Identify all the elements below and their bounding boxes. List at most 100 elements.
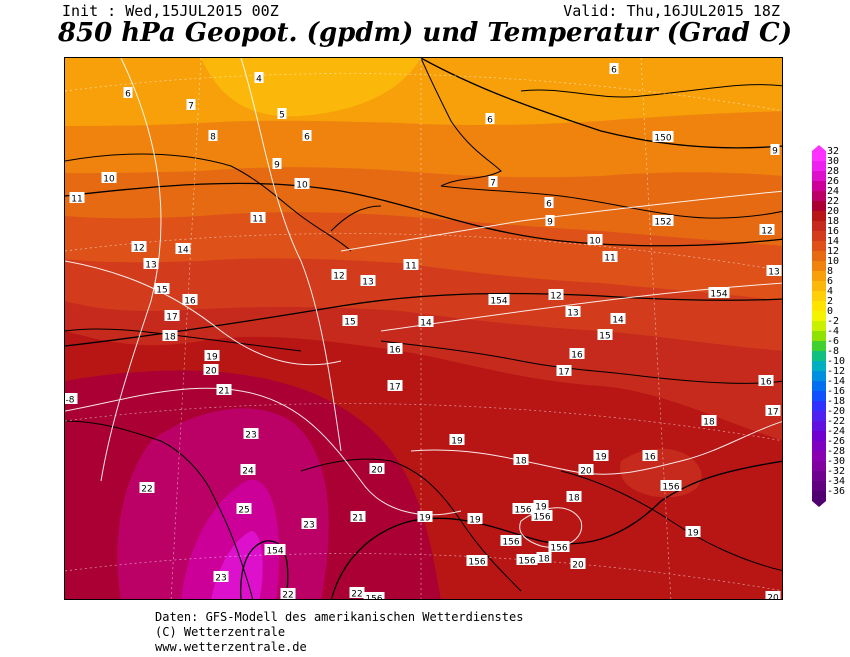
temperature-label-bg xyxy=(186,99,196,110)
legend-swatch xyxy=(812,391,826,401)
temperature-label: 18 xyxy=(703,418,715,428)
legend-label: 26 xyxy=(827,176,840,187)
temperature-label: 22 xyxy=(282,591,293,601)
legend-label: -6 xyxy=(827,336,840,347)
legend-label: 10 xyxy=(827,256,840,267)
valid-time: Valid: Thu,16JUL2015 18Z xyxy=(563,2,780,20)
legend-swatch xyxy=(812,261,826,271)
temperature-label-bg xyxy=(765,591,781,599)
geopotential-label: 156 xyxy=(502,538,519,548)
legend-swatch xyxy=(812,301,826,311)
temperature-label: 6 xyxy=(611,66,617,76)
geopotential-label-bg xyxy=(660,480,682,491)
temperature-label: 19 xyxy=(687,529,699,539)
legend-swatch xyxy=(812,211,826,221)
legend-swatch xyxy=(812,151,826,161)
legend-label: 22 xyxy=(827,196,840,207)
temperature-label: 14 xyxy=(177,246,189,256)
temperature-label-bg xyxy=(533,500,549,511)
legend-swatch xyxy=(812,311,826,321)
temperature-label: 19 xyxy=(419,514,431,524)
temperature-label-bg xyxy=(513,454,529,465)
legend-label: -24 xyxy=(827,426,846,437)
temperature-label: 6 xyxy=(546,200,552,210)
temperature-label-bg xyxy=(544,197,554,208)
legend-swatch xyxy=(812,231,826,241)
temperature-label: 19 xyxy=(451,437,463,447)
legend-label: 0 xyxy=(827,306,834,317)
temperature-label: 20 xyxy=(205,367,217,377)
legend-swatch xyxy=(812,451,826,461)
legend-label: 24 xyxy=(827,186,840,197)
temperature-label-bg xyxy=(277,108,287,119)
legend-label: -2 xyxy=(827,316,840,327)
legend-label: -12 xyxy=(827,366,846,377)
temperature-label: 22 xyxy=(141,485,152,495)
temperature-label-bg xyxy=(301,518,317,529)
temperature-label-bg xyxy=(294,178,310,189)
legend-label: 4 xyxy=(827,286,834,297)
temperature-label: 19 xyxy=(535,503,547,513)
temperature-label-bg xyxy=(254,72,264,83)
temperature-label-bg xyxy=(602,251,618,262)
temperature-label: 19 xyxy=(206,353,218,363)
legend-colorbar xyxy=(812,145,826,507)
legend-label: 18 xyxy=(827,216,840,227)
temperature-label: 10 xyxy=(296,181,308,191)
temperature-label: 16 xyxy=(571,351,583,361)
legend-label: 2 xyxy=(827,296,834,307)
legend-label: -28 xyxy=(827,446,846,457)
temperature-label: 6 xyxy=(125,90,131,100)
temperature-label-bg xyxy=(240,464,256,475)
legend-label: -34 xyxy=(827,476,846,487)
legend-swatch xyxy=(812,401,826,411)
temperature-label: 7 xyxy=(490,179,496,189)
legend-swatch xyxy=(812,461,826,471)
temperature-label-bg xyxy=(208,130,218,141)
temperature-label-bg xyxy=(250,212,266,223)
temperature-label: 11 xyxy=(252,215,263,225)
geopotential-contours xyxy=(65,58,782,599)
geopotential-label-bg xyxy=(466,555,488,566)
temperature-label: 22 xyxy=(351,590,362,600)
coastlines xyxy=(65,58,782,599)
temperature-label: 17 xyxy=(166,313,177,323)
footer-copyright: (C) Wetterzentrale xyxy=(155,625,286,639)
legend-label: -18 xyxy=(827,396,846,407)
temperature-label-bg xyxy=(143,258,159,269)
temperature-label-bg xyxy=(101,172,117,183)
temperature-label-bg xyxy=(467,513,483,524)
legend-label: 14 xyxy=(827,236,840,247)
legend-swatch xyxy=(812,371,826,381)
temperature-label-bg xyxy=(548,289,564,300)
temperature-label-bg xyxy=(545,215,555,226)
legend-swatch xyxy=(812,191,826,201)
temperature-contours xyxy=(65,58,782,548)
legend-label: 6 xyxy=(827,276,834,287)
geopotential-label: 154 xyxy=(266,547,283,557)
geopotential-label: 156 xyxy=(365,595,382,601)
temperature-label-bg xyxy=(536,552,552,563)
temperature-label-bg xyxy=(685,526,701,537)
temperature-label: 9 xyxy=(772,147,778,157)
temperature-label: 12 xyxy=(133,244,144,254)
temperature-label: 13 xyxy=(362,278,373,288)
legend-swatch xyxy=(812,241,826,251)
legend-label: -36 xyxy=(827,486,846,497)
legend-label: -4 xyxy=(827,326,840,337)
legend-swatch xyxy=(812,331,826,341)
legend-swatch xyxy=(812,431,826,441)
temperature-label-bg xyxy=(360,275,376,286)
geopotential-label: 154 xyxy=(490,297,507,307)
temperature-label-bg xyxy=(610,313,626,324)
legend-label: -16 xyxy=(827,386,846,397)
temperature-label: 20 xyxy=(580,467,592,477)
legend-label: 20 xyxy=(827,206,840,217)
temperature-label-bg xyxy=(758,375,774,386)
temperature-label: 11 xyxy=(71,195,82,205)
temperature-label: 10 xyxy=(103,175,115,185)
temperature-label: 13 xyxy=(567,309,578,319)
temperature-label-bg xyxy=(216,384,232,395)
temperature-label-bg xyxy=(204,350,220,361)
